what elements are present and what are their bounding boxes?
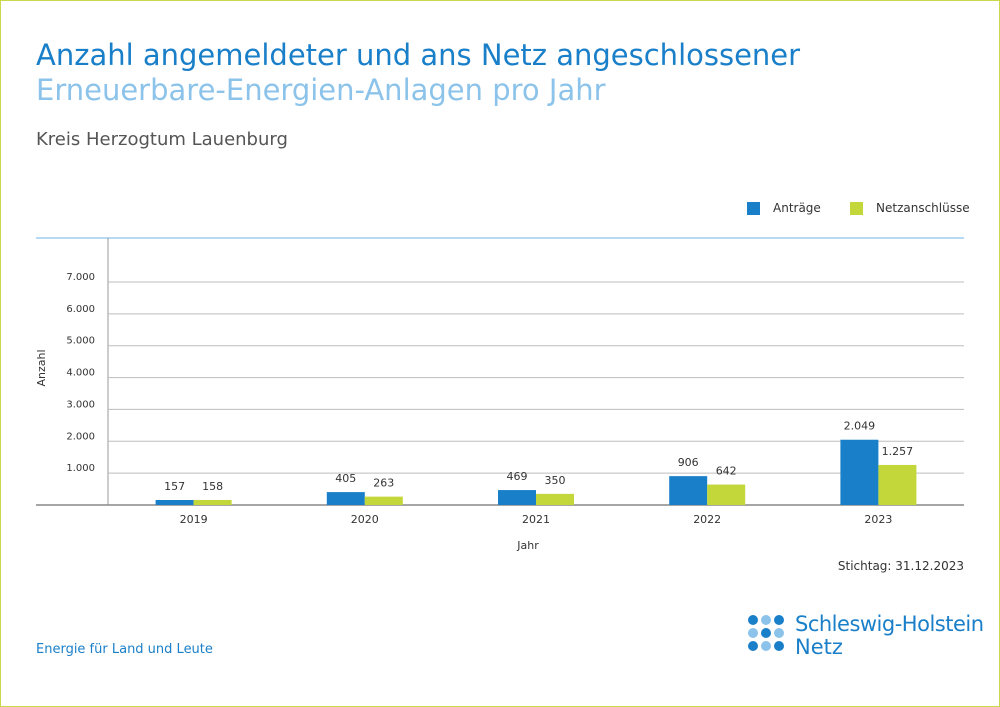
bar-netzanschluesse <box>878 464 917 505</box>
legend-swatch-antraege <box>747 201 760 215</box>
x-axis-label: Jahr <box>516 539 539 552</box>
legend-swatch-netzanschluesse <box>850 201 863 215</box>
bar-antraege <box>155 499 194 505</box>
x-tick-label: 2020 <box>351 513 379 526</box>
legend-item-antraege: Anträge <box>747 199 821 217</box>
logo-dots-icon <box>748 615 784 651</box>
bar-antraege <box>326 492 365 505</box>
region-label: Kreis Herzogtum Lauenburg <box>36 129 288 150</box>
data-label: 469 <box>507 470 528 483</box>
company-logo <box>748 615 784 651</box>
logo-text-line2: Netz <box>795 635 843 659</box>
legend-label-netzanschluesse: Netzanschlüsse <box>876 201 970 215</box>
bar-antraege <box>840 439 879 505</box>
y-axis-label: Anzahl <box>35 349 48 386</box>
y-tick-label: 3.000 <box>66 399 95 410</box>
data-label: 906 <box>678 456 699 469</box>
y-tick-label: 4.000 <box>66 368 95 379</box>
data-label: 157 <box>164 480 185 493</box>
data-label: 1.257 <box>882 445 914 458</box>
x-tick-label: 2022 <box>693 513 721 526</box>
data-label: 263 <box>373 477 394 490</box>
bar-antraege <box>669 476 708 505</box>
y-tick-label: 7.000 <box>66 272 95 283</box>
chart-title: Anzahl angemeldeter und ans Netz angesch… <box>36 38 801 72</box>
legend-label-antraege: Anträge <box>773 201 821 215</box>
data-label: 2.049 <box>844 420 876 433</box>
bar-netzanschluesse <box>193 499 232 505</box>
x-tick-label: 2019 <box>180 513 208 526</box>
y-tick-label: 2.000 <box>66 431 95 442</box>
legend-item-netzanschluesse: Netzanschlüsse <box>850 199 970 217</box>
y-tick-label: 5.000 <box>66 336 95 347</box>
bar-netzanschluesse <box>364 496 403 505</box>
y-tick-label: 6.000 <box>66 304 95 315</box>
chart-subtitle: Erneuerbare-Energien-Anlagen pro Jahr <box>36 73 606 107</box>
y-tick-label: 1.000 <box>66 463 95 474</box>
data-label: 405 <box>335 472 356 485</box>
bar-antraege <box>498 490 536 505</box>
bar-netzanschluesse <box>707 484 746 505</box>
data-label: 350 <box>545 474 566 487</box>
data-label: 642 <box>716 465 737 478</box>
footer-tagline: Energie für Land und Leute <box>36 642 213 657</box>
logo-text-line1: Schleswig-Holstein <box>795 612 984 636</box>
data-label: 158 <box>202 480 223 493</box>
x-tick-label: 2021 <box>522 513 550 526</box>
x-tick-label: 2023 <box>864 513 892 526</box>
reference-date: Stichtag: 31.12.2023 <box>837 559 964 573</box>
bar-netzanschluesse <box>536 493 574 505</box>
